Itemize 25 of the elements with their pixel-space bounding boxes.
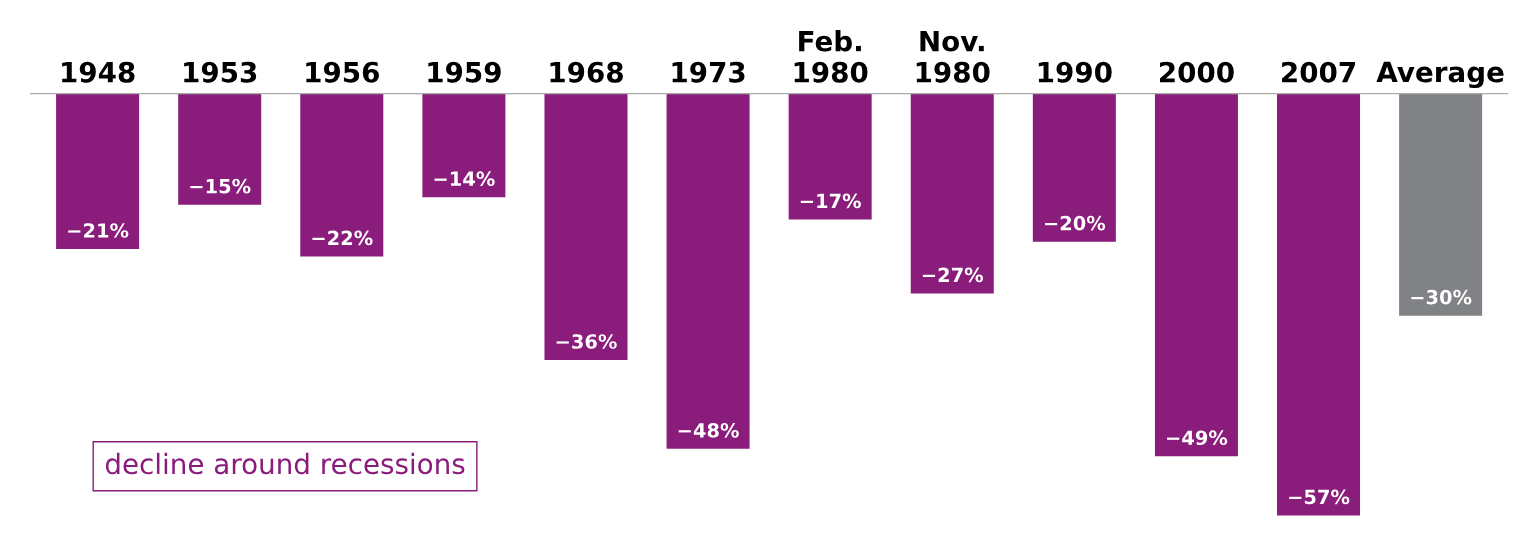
x-tick-label: 1948 [62, 61, 135, 83]
x-tick-label: 1968 [550, 61, 623, 83]
x-tick-label: Average [1376, 61, 1504, 89]
data-label: −15% [190, 178, 251, 194]
annotation: decline around recessions [105, 452, 465, 475]
x-tick-label: 1959 [428, 61, 501, 83]
data-label: −21% [68, 223, 129, 238]
data-label: −20% [1044, 215, 1106, 231]
data-label: −30% [1411, 289, 1472, 305]
data-label: −27% [922, 267, 984, 283]
data-label: −36% [556, 334, 617, 349]
x-tick-label: 1973 [672, 61, 745, 83]
data-label: −17% [800, 193, 861, 209]
data-label: −48% [678, 422, 739, 438]
x-tick-label: Nov. 1980 [916, 30, 990, 83]
data-label: −14% [434, 171, 495, 187]
x-tick-label: 2007 [1282, 61, 1355, 83]
x-tick-label: 1990 [1038, 61, 1112, 83]
data-label: −22% [312, 230, 373, 246]
data-label: −57% [1289, 489, 1350, 505]
x-tick-label: Feb. 1980 [794, 30, 868, 83]
x-tick-label: 1953 [184, 61, 257, 83]
x-tick-label: 2000 [1159, 61, 1234, 83]
x-tick-label: 1956 [306, 61, 379, 83]
data-label: −49% [1167, 430, 1228, 446]
